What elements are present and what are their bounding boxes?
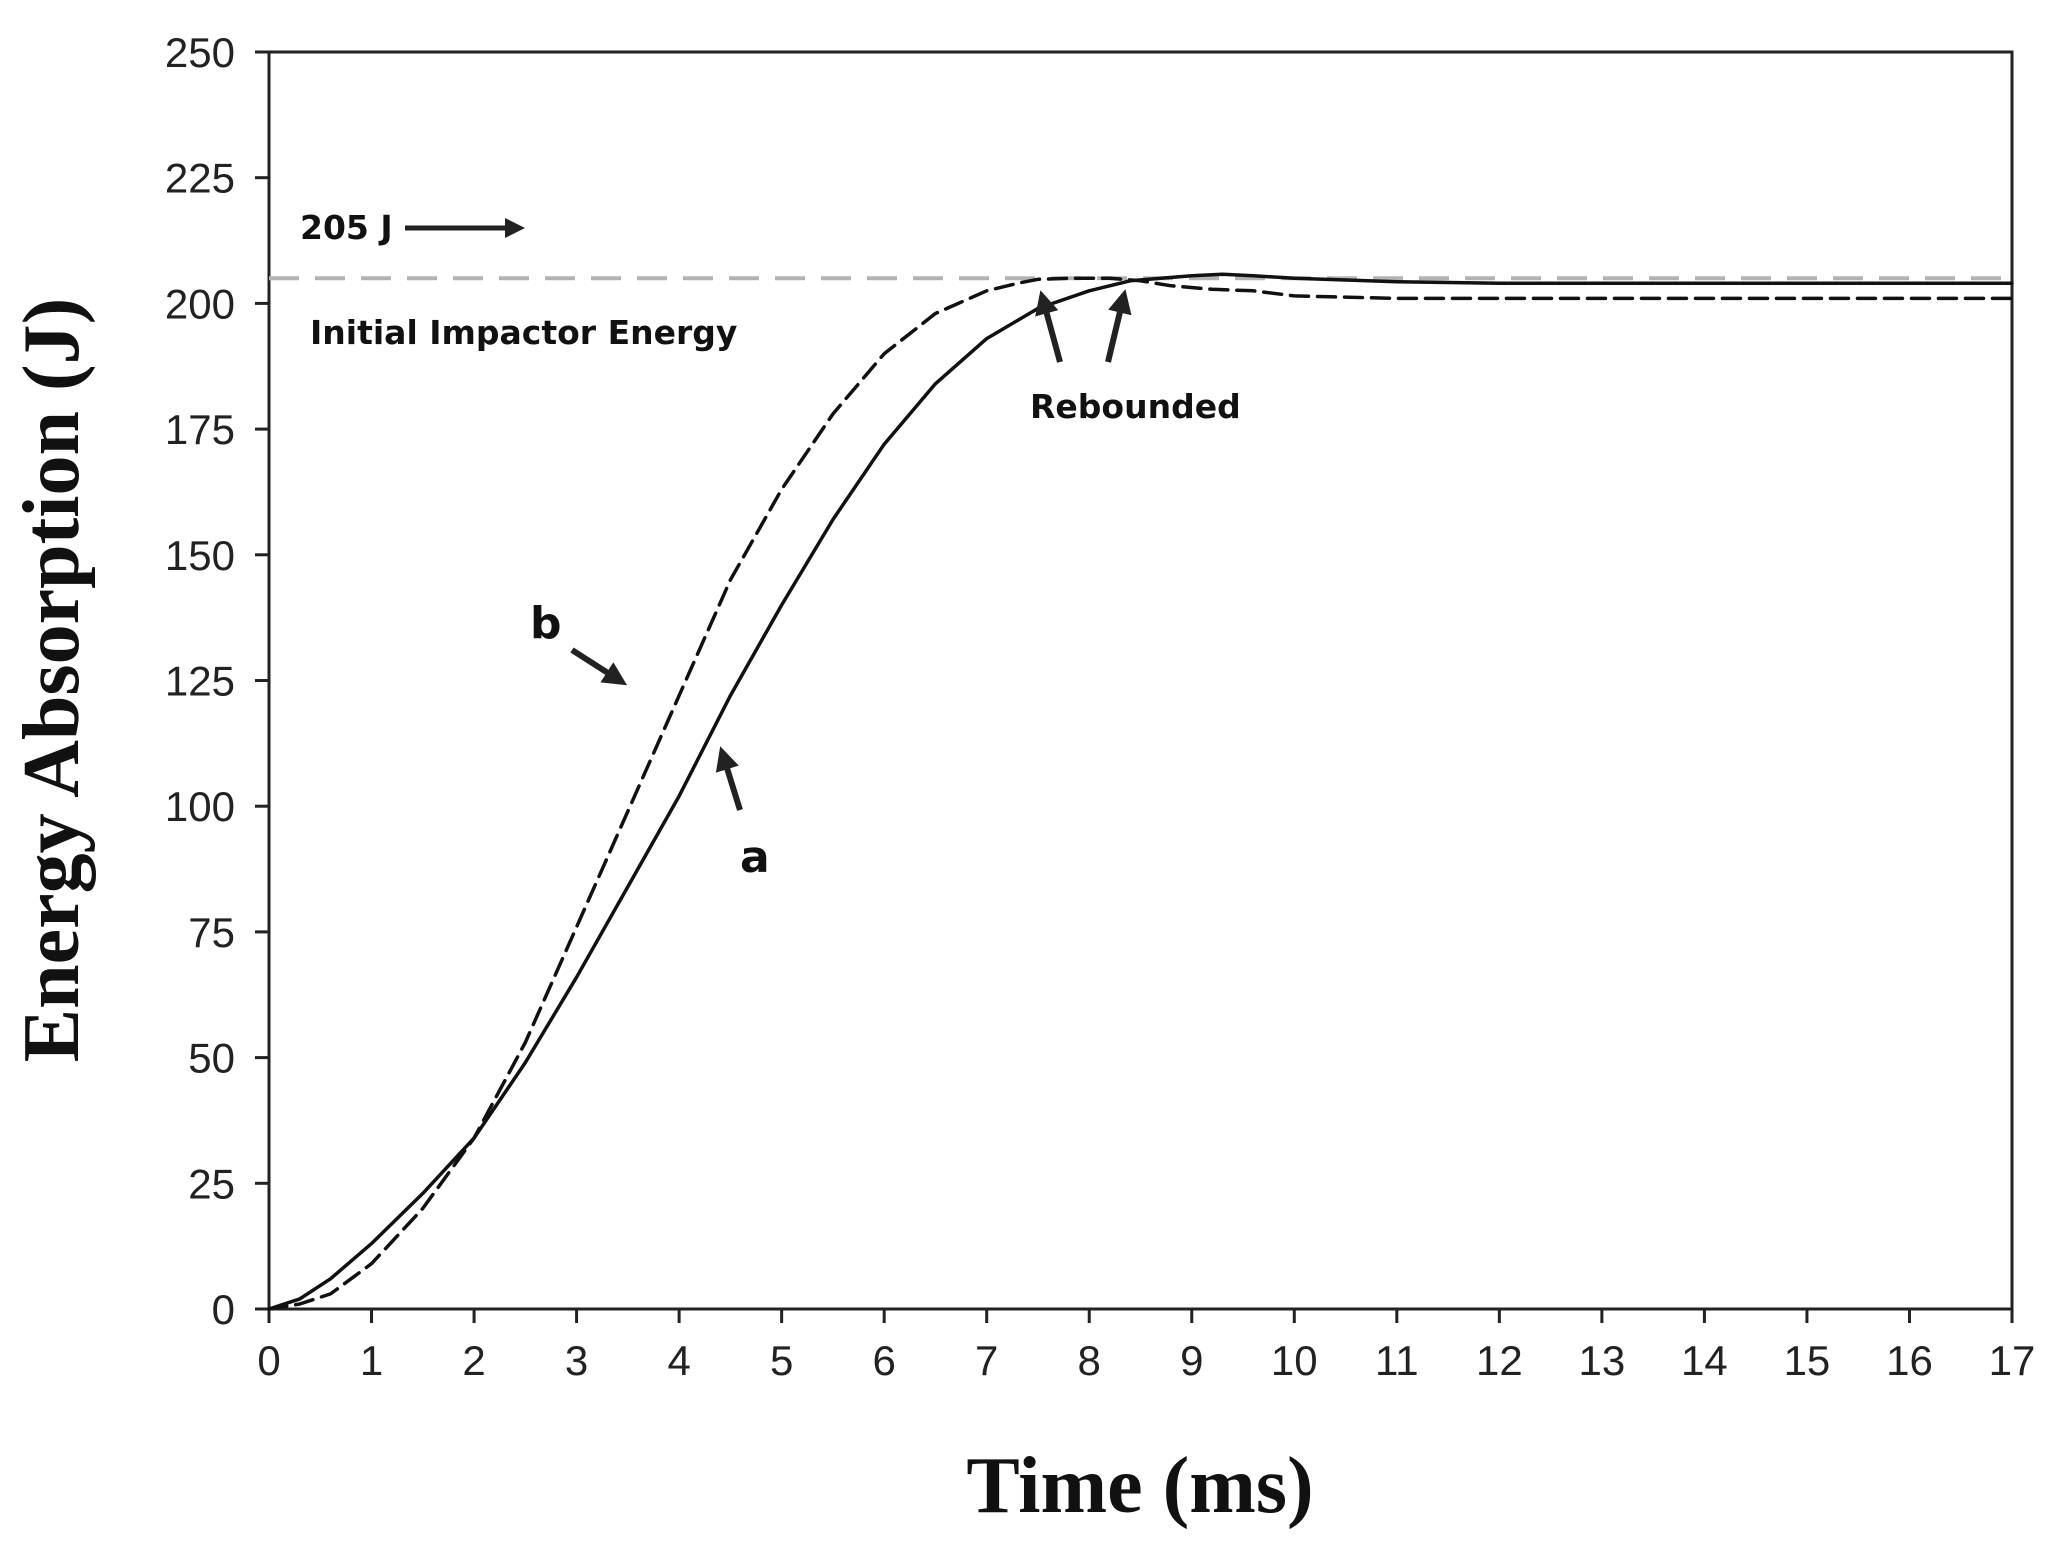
x-tick-label: 12 — [1476, 1337, 1523, 1384]
x-tick-label: 14 — [1681, 1337, 1728, 1384]
x-tick-label: 4 — [667, 1337, 690, 1384]
x-tick-label: 7 — [975, 1337, 998, 1384]
y-tick-label: 100 — [165, 783, 235, 830]
y-axis-title: Energy Absorption (J) — [8, 298, 96, 1063]
y-tick-label: 25 — [188, 1160, 235, 1207]
x-axis: 0 1 2 3 4 5 6 7 8 9 10 11 12 13 14 15 16 17 — [257, 1309, 2035, 1384]
y-tick-label: 50 — [188, 1035, 235, 1082]
x-tick-label: 16 — [1886, 1337, 1933, 1384]
y-tick-label: 175 — [165, 406, 235, 453]
x-tick-label: 1 — [360, 1337, 383, 1384]
energy-caption-label: Initial Impactor Energy — [310, 313, 737, 352]
x-tick-label: 13 — [1579, 1337, 1626, 1384]
y-tick-label: 250 — [165, 29, 235, 76]
x-tick-label: 8 — [1078, 1337, 1101, 1384]
series-line-b — [267, 276, 2014, 1311]
y-tick-label: 150 — [165, 532, 235, 579]
y-tick-label: 225 — [165, 155, 235, 202]
energy-value-label: 205 J — [300, 208, 393, 247]
curve-a-arrow — [715, 746, 743, 811]
series-group — [267, 272, 2014, 1311]
x-tick-label: 10 — [1271, 1337, 1318, 1384]
plot-frame — [267, 50, 2014, 1311]
x-tick-label: 0 — [257, 1337, 280, 1384]
x-tick-label: 9 — [1180, 1337, 1203, 1384]
x-tick-label: 17 — [1989, 1337, 2036, 1384]
x-tick-label: 2 — [462, 1337, 485, 1384]
x-tick-label: 15 — [1784, 1337, 1831, 1384]
x-axis-title: Time (ms) — [966, 1442, 1313, 1530]
x-tick-label: 11 — [1375, 1337, 1419, 1384]
series-line-a — [267, 272, 2014, 1311]
x-tick-label: 3 — [565, 1337, 588, 1384]
rebound-arrow-b — [1035, 290, 1063, 363]
rebound-label: Rebounded — [1030, 387, 1241, 426]
y-tick-label: 200 — [165, 280, 235, 327]
y-tick-label: 125 — [165, 658, 235, 705]
curve-a-label: a — [740, 832, 770, 883]
x-tick-label: 5 — [770, 1337, 793, 1384]
y-tick-label: 0 — [212, 1286, 235, 1333]
curve-b-label: b — [530, 598, 562, 649]
curve-b-arrow — [570, 647, 628, 686]
x-tick-label: 6 — [872, 1337, 895, 1384]
rebound-arrow-a — [1105, 289, 1132, 363]
y-tick-label: 75 — [188, 909, 235, 956]
y-axis: 0 25 50 75 100 125 150 175 200 225 250 — [165, 29, 269, 1333]
